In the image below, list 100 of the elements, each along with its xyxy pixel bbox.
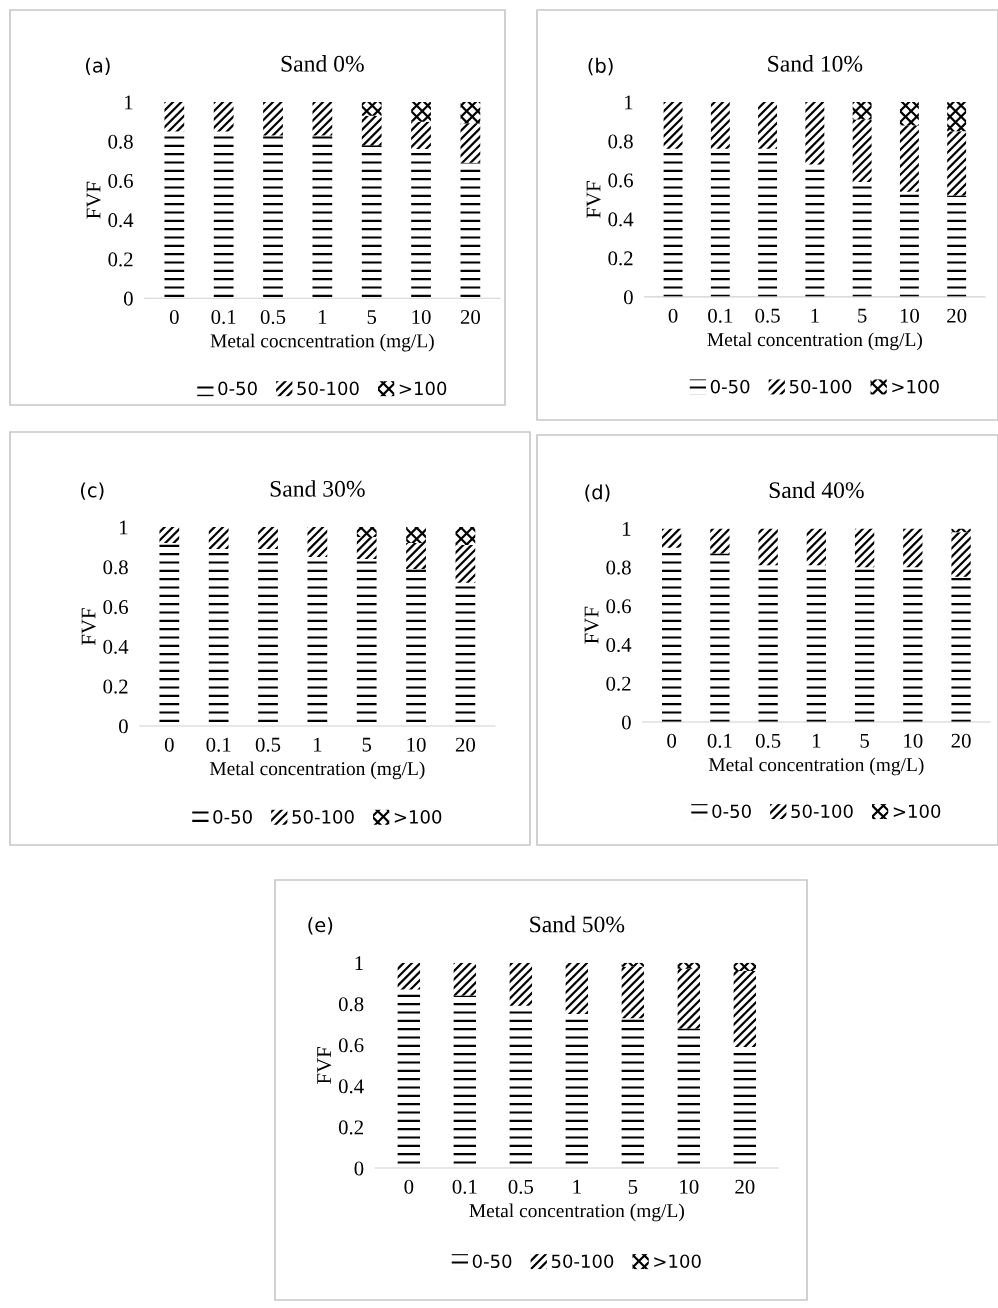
x-tick-label: 0 bbox=[404, 1179, 414, 1194]
bar bbox=[677, 968, 701, 1029]
legend-label: 0-50 bbox=[218, 381, 257, 396]
bar bbox=[710, 553, 730, 723]
legend-label: 50-100 bbox=[551, 1254, 614, 1269]
bar bbox=[805, 102, 825, 165]
bar bbox=[263, 135, 283, 299]
legend-label: >100 bbox=[654, 1254, 701, 1269]
bar bbox=[307, 527, 328, 557]
x-axis-title: Metal concentration (mg/L) bbox=[469, 1203, 684, 1222]
x-tick-label: 0 bbox=[169, 309, 179, 324]
y-tick-label: 0 bbox=[118, 719, 128, 734]
bar bbox=[710, 102, 730, 149]
text: (a) bbox=[85, 57, 110, 76]
bar bbox=[899, 102, 919, 126]
y-tick-label: 0 bbox=[623, 290, 633, 305]
y-tick-label: 0.2 bbox=[606, 676, 631, 691]
bar bbox=[411, 102, 431, 122]
bar bbox=[361, 145, 382, 299]
x-tick-label: 1 bbox=[318, 310, 327, 324]
bar bbox=[509, 962, 533, 1006]
bar bbox=[806, 528, 827, 566]
legend-label: >100 bbox=[893, 804, 941, 819]
x-tick-label: 0.1 bbox=[211, 309, 236, 325]
bar bbox=[397, 962, 421, 990]
legend-label: 0-50 bbox=[472, 1254, 512, 1269]
y-tick-label: 0.4 bbox=[103, 639, 129, 654]
bar bbox=[453, 962, 477, 996]
legend-label: 50-100 bbox=[789, 379, 852, 394]
bar bbox=[710, 528, 730, 554]
chart-title: Sand 30% bbox=[270, 480, 365, 497]
y-tick-label: 0.4 bbox=[608, 212, 634, 227]
y-tick-label: 0.4 bbox=[108, 213, 134, 228]
x-tick-label: 1 bbox=[812, 733, 821, 748]
y-tick-label: 0.8 bbox=[606, 560, 631, 575]
x-axis-title: Metal cocncentration (mg/L) bbox=[210, 333, 434, 352]
x-tick-label: 0.1 bbox=[707, 733, 732, 748]
x-tick-label: 0.5 bbox=[755, 308, 780, 323]
bar bbox=[852, 102, 872, 120]
y-tick-label: 0.6 bbox=[108, 173, 133, 189]
x-tick-label: 20 bbox=[460, 309, 481, 324]
chart-title: Sand 40% bbox=[769, 481, 864, 499]
bar bbox=[460, 102, 481, 124]
y-tick-label: 0.6 bbox=[608, 173, 633, 188]
bar bbox=[621, 962, 645, 967]
bar bbox=[903, 567, 923, 723]
y-axis-title: FVF bbox=[86, 181, 101, 219]
bar bbox=[854, 567, 875, 723]
y-tick-label: 1 bbox=[623, 521, 631, 536]
bar bbox=[312, 102, 333, 136]
legend-label: 0-50 bbox=[712, 804, 751, 819]
bar bbox=[663, 102, 683, 149]
x-axis-title: Metal concentration (mg/L) bbox=[708, 757, 924, 776]
bar bbox=[455, 527, 476, 546]
legend-label: >100 bbox=[892, 379, 939, 394]
legend-label: >100 bbox=[399, 381, 447, 396]
bar bbox=[899, 191, 919, 297]
legend-label: >100 bbox=[394, 810, 442, 824]
y-tick-label: 0.2 bbox=[338, 1120, 363, 1135]
x-tick-label: 0 bbox=[164, 737, 174, 752]
x-tick-label: 10 bbox=[900, 308, 920, 323]
x-tick-label: 1 bbox=[811, 308, 819, 323]
y-tick-label: 0.8 bbox=[338, 997, 364, 1012]
x-tick-label: 0.5 bbox=[508, 1179, 534, 1194]
x-tick-label: 1 bbox=[313, 737, 322, 752]
y-axis-title: FVF bbox=[317, 1047, 332, 1084]
x-tick-label: 5 bbox=[362, 737, 372, 752]
bar bbox=[411, 121, 431, 150]
y-axis-title: FVF bbox=[584, 606, 599, 644]
bar bbox=[903, 528, 923, 568]
bar bbox=[621, 966, 645, 1019]
bar bbox=[208, 527, 229, 549]
bar bbox=[213, 102, 234, 132]
x-tick-label: 10 bbox=[680, 1179, 699, 1194]
bar bbox=[947, 195, 967, 297]
x-tick-label: 0.1 bbox=[708, 308, 733, 323]
y-tick-label: 0.6 bbox=[606, 599, 631, 614]
y-tick-label: 0.4 bbox=[338, 1079, 364, 1094]
x-tick-label: 20 bbox=[947, 308, 967, 323]
legend-label: 0-50 bbox=[213, 810, 252, 824]
x-tick-label: 0.1 bbox=[452, 1179, 477, 1194]
x-tick-label: 5 bbox=[858, 308, 867, 323]
bar bbox=[947, 102, 967, 132]
y-tick-label: 0 bbox=[621, 715, 631, 730]
bar bbox=[947, 131, 967, 196]
bar bbox=[406, 543, 426, 569]
y-tick-label: 0.2 bbox=[108, 252, 133, 267]
chart-title: Sand 10% bbox=[768, 55, 863, 72]
x-tick-label: 5 bbox=[628, 1179, 638, 1194]
x-tick-label: 0.5 bbox=[255, 737, 281, 752]
y-tick-label: 0.8 bbox=[108, 134, 133, 149]
bar bbox=[733, 962, 757, 971]
y-tick-label: 0.8 bbox=[103, 560, 128, 575]
bar bbox=[662, 528, 682, 548]
bar bbox=[263, 102, 283, 136]
legend-label: 50-100 bbox=[297, 381, 359, 396]
bar bbox=[361, 102, 382, 116]
y-tick-label: 0 bbox=[123, 291, 133, 306]
legend-label: 50-100 bbox=[791, 804, 853, 819]
y-tick-label: 0.2 bbox=[608, 251, 633, 266]
